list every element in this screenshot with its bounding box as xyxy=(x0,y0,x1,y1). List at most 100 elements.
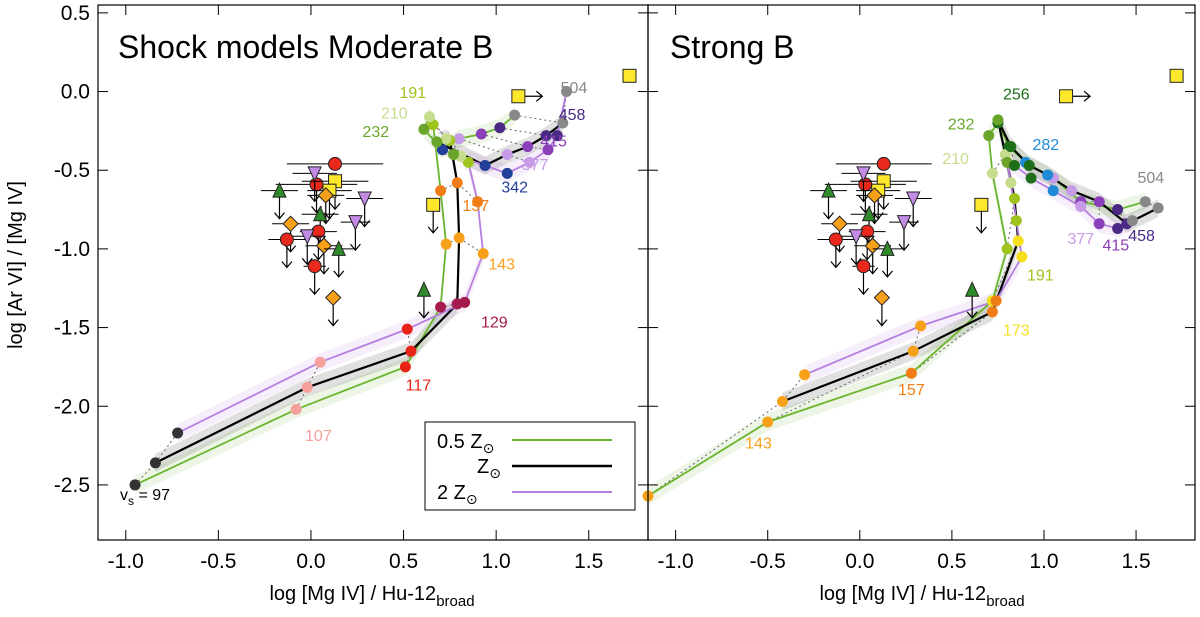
extra-marker xyxy=(964,281,980,297)
model-point xyxy=(983,130,995,142)
band-2 xyxy=(177,82,567,442)
velocity-label: 415 xyxy=(1102,237,1129,254)
model-point xyxy=(290,403,302,415)
obs-upper-arrow-head xyxy=(312,253,324,261)
model-point xyxy=(986,306,998,318)
obs-upper-arrow-head xyxy=(333,270,345,278)
model-point xyxy=(1126,215,1138,227)
velocity-label: 191 xyxy=(399,85,426,102)
model-point xyxy=(448,148,460,160)
obs-marker xyxy=(864,237,881,254)
extra-marker xyxy=(622,68,637,83)
model-point xyxy=(1066,185,1078,197)
velocity-label: 117 xyxy=(406,378,432,395)
obs-upper-arrow-head xyxy=(898,243,910,252)
model-point xyxy=(1047,185,1059,197)
x-tick-label: 0.0 xyxy=(845,550,874,573)
model-point xyxy=(479,160,491,171)
legend-label-two-z: 2 Z⊙ xyxy=(437,482,478,507)
obs-marker xyxy=(348,215,363,231)
extra-marker xyxy=(511,89,526,104)
model-point xyxy=(149,457,161,469)
model-point xyxy=(522,141,534,153)
model-point xyxy=(435,301,447,313)
model-point xyxy=(523,156,535,168)
obs-marker xyxy=(357,191,372,208)
model-point xyxy=(986,167,998,179)
obs-marker xyxy=(282,215,299,232)
model-point xyxy=(1023,160,1035,171)
obs-marker xyxy=(328,156,343,171)
obs-marker xyxy=(299,229,315,245)
legend-label-half-z-text: 0.5 Z xyxy=(437,431,483,453)
model-point xyxy=(905,367,917,379)
x-tick-label: -1.0 xyxy=(108,550,144,573)
model-point xyxy=(172,427,184,439)
model-point xyxy=(992,114,1004,126)
extra-marker xyxy=(1059,89,1074,104)
model-point xyxy=(1005,177,1017,189)
obs-marker xyxy=(873,289,891,306)
legend-label-z-text: Z xyxy=(477,456,489,478)
x-tick-label: 1.5 xyxy=(574,550,603,573)
obs-upper-arrow-head xyxy=(274,212,285,220)
velocity-label: 157 xyxy=(898,382,925,399)
model-point xyxy=(1112,204,1124,216)
model-point xyxy=(1005,141,1017,153)
model-point xyxy=(1139,196,1151,208)
x-tick-label: 0.0 xyxy=(296,550,325,573)
x-axis-title-right-main: log [Mg IV] / Hu-12 xyxy=(819,583,986,605)
vs-connector xyxy=(481,133,549,151)
obs-marker xyxy=(848,229,864,245)
velocity-label: 504 xyxy=(1137,170,1164,187)
model-point xyxy=(453,133,465,145)
legend-label-two-z-text: 2 Z xyxy=(437,482,466,504)
model-point xyxy=(542,144,554,156)
model-point xyxy=(1152,202,1164,214)
model-point xyxy=(314,356,326,368)
y-tick-label: -2.5 xyxy=(54,474,90,497)
obs-upper-arrow-head xyxy=(881,270,893,278)
model-point xyxy=(1016,251,1028,263)
model-point xyxy=(799,369,811,381)
series-line-0 xyxy=(647,121,1146,497)
x-axis-title-left-main: log [Mg IV] / Hu-12 xyxy=(269,583,436,605)
model-point xyxy=(1093,218,1105,230)
x-tick-label: 0.5 xyxy=(937,550,966,573)
vs-label-sub: s xyxy=(128,494,134,508)
y-axis-title: log [Ar VI] / [Mg IV] xyxy=(5,181,27,349)
velocity-label: 210 xyxy=(381,105,408,122)
legend-label-z: Z⊙ xyxy=(477,456,501,481)
model-point xyxy=(990,295,1002,307)
model-point xyxy=(436,144,448,156)
velocity-label: 232 xyxy=(948,116,975,133)
model-point xyxy=(1012,235,1024,247)
model-point xyxy=(451,177,463,189)
obs-marker xyxy=(866,187,883,204)
x-axis-title-right: log [Mg IV] / Hu-12broad xyxy=(819,583,1024,610)
obs-upper-arrow-head xyxy=(301,257,313,266)
legend-sun-two: ⊙ xyxy=(466,491,478,507)
obs-marker xyxy=(821,181,836,198)
velocity-label: 107 xyxy=(305,428,332,445)
model-point xyxy=(501,167,513,179)
obs-upper-arrow-head xyxy=(309,287,321,296)
model-point xyxy=(435,185,447,197)
obs-marker xyxy=(828,232,843,247)
obs-marker xyxy=(317,187,334,204)
legend: 0.5 Z⊙ Z⊙ 2 Z⊙ xyxy=(424,421,636,511)
model-point xyxy=(129,479,141,491)
velocity-label: 282 xyxy=(1032,137,1059,154)
model-point xyxy=(1093,196,1105,208)
model-point xyxy=(1075,200,1087,212)
legend-label-half-z: 0.5 Z⊙ xyxy=(437,431,494,456)
model-point xyxy=(540,130,552,142)
obs-upper-arrow-head xyxy=(830,261,842,269)
extra-marker xyxy=(426,197,441,212)
model-point xyxy=(405,345,417,357)
model-point xyxy=(399,361,411,373)
obs-marker xyxy=(896,215,912,231)
model-point xyxy=(501,148,513,160)
y-tick-label: -0.5 xyxy=(54,159,90,182)
